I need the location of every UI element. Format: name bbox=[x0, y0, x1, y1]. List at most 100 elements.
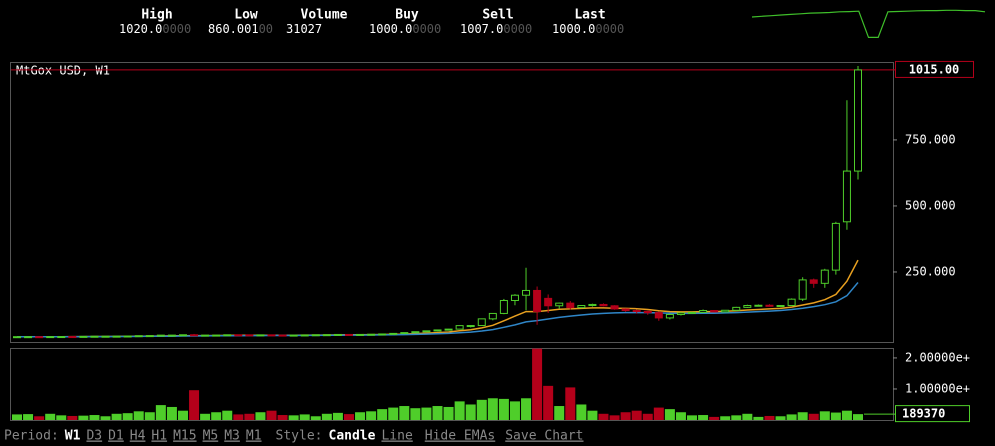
candle-body bbox=[688, 311, 697, 314]
candle-body bbox=[112, 335, 121, 338]
candle-body bbox=[621, 308, 630, 312]
candle-body bbox=[676, 312, 685, 315]
candle-body bbox=[24, 336, 33, 339]
volume-bar bbox=[675, 412, 686, 420]
volume-bar bbox=[487, 398, 498, 420]
stat-label: Last bbox=[574, 8, 605, 23]
volume-bar bbox=[366, 411, 377, 420]
stat-label: Low bbox=[234, 8, 258, 23]
volume-bar bbox=[509, 401, 520, 420]
volume-panel bbox=[10, 348, 894, 421]
volume-bar bbox=[332, 412, 343, 420]
candle-body bbox=[488, 312, 497, 320]
volume-bar bbox=[177, 410, 188, 420]
period-option[interactable]: H1 bbox=[151, 429, 167, 444]
toolbar-action[interactable]: Save Chart bbox=[505, 429, 583, 444]
candle-body bbox=[311, 334, 320, 337]
toolbar-action[interactable]: Hide EMAs bbox=[425, 429, 495, 444]
volume-bar bbox=[133, 411, 144, 420]
volume-bar bbox=[410, 408, 421, 420]
last-volume-box bbox=[895, 405, 970, 423]
candle-body bbox=[378, 333, 387, 336]
volume-bar bbox=[443, 406, 454, 420]
candle-body bbox=[156, 334, 165, 337]
period-option[interactable]: D1 bbox=[108, 429, 124, 444]
volume-bar bbox=[742, 413, 753, 420]
candle-body bbox=[599, 303, 608, 307]
volume-bar bbox=[67, 415, 78, 420]
volume-bar bbox=[89, 415, 100, 420]
candle-body bbox=[212, 334, 221, 337]
volume-bar bbox=[687, 415, 698, 420]
candle-body bbox=[322, 334, 331, 337]
stat-value-main: 1007.0 bbox=[460, 22, 503, 36]
period-option[interactable]: D3 bbox=[86, 429, 102, 444]
volume-bar bbox=[34, 416, 45, 420]
candle-body bbox=[178, 334, 187, 337]
candle-body bbox=[455, 325, 464, 330]
candle-body bbox=[13, 336, 21, 339]
volume-bar bbox=[155, 405, 166, 420]
price-panel bbox=[10, 62, 894, 343]
y-tick-label: 250.000 bbox=[905, 264, 956, 278]
style-option[interactable]: Candle bbox=[329, 429, 376, 444]
style-option[interactable]: Line bbox=[381, 429, 412, 444]
candle-body bbox=[798, 279, 807, 300]
volume-bar bbox=[299, 414, 310, 420]
candle-body bbox=[555, 302, 564, 307]
volume-bar bbox=[664, 409, 675, 420]
volume-bar bbox=[653, 407, 664, 420]
stat-value: 31027 bbox=[286, 22, 322, 36]
period-option[interactable]: W1 bbox=[65, 429, 81, 444]
volume-bar bbox=[343, 414, 354, 420]
volume-bar bbox=[255, 412, 266, 420]
volume-bar bbox=[565, 387, 576, 420]
volume-bar bbox=[830, 412, 841, 420]
volume-bar bbox=[554, 406, 565, 420]
volume-bar bbox=[399, 406, 410, 420]
volume-bar bbox=[377, 409, 388, 420]
volume-bar bbox=[277, 415, 288, 420]
period-option[interactable]: M3 bbox=[224, 429, 240, 444]
volume-bar bbox=[12, 414, 22, 420]
candle-body bbox=[522, 289, 531, 296]
volume-bar bbox=[310, 416, 321, 420]
candle-body bbox=[422, 330, 431, 333]
volume-bar bbox=[200, 413, 211, 420]
candle-body bbox=[533, 289, 542, 313]
candle-body bbox=[665, 313, 674, 319]
candle-body bbox=[499, 299, 508, 314]
candle-body bbox=[699, 310, 708, 313]
period-option[interactable]: M1 bbox=[246, 429, 262, 444]
candle-body bbox=[344, 333, 353, 336]
candle-body bbox=[654, 312, 663, 319]
stat-value-tail: 0000 bbox=[162, 22, 191, 36]
volume-bar bbox=[631, 410, 642, 420]
volume-bar bbox=[23, 414, 34, 420]
candle-body bbox=[831, 222, 840, 271]
volume-bar bbox=[642, 413, 653, 420]
candle-body bbox=[544, 297, 553, 307]
volume-bar bbox=[853, 414, 863, 420]
volume-tick-label: 2.00000e+ bbox=[905, 350, 970, 364]
period-option[interactable]: M5 bbox=[203, 429, 219, 444]
volume-tick-label: 1.00000e+ bbox=[905, 381, 970, 395]
candle-body bbox=[809, 279, 818, 284]
period-option[interactable]: H4 bbox=[130, 429, 146, 444]
last-price-label: 1015.00 bbox=[909, 62, 960, 76]
volume-bar bbox=[166, 406, 177, 420]
volume-bar bbox=[432, 406, 443, 420]
last-volume-label: 189370 bbox=[902, 407, 945, 421]
volume-bar bbox=[620, 412, 631, 420]
candle-body bbox=[721, 309, 730, 313]
stat-value-main: 1000.0 bbox=[369, 22, 412, 36]
candle-body bbox=[776, 305, 785, 308]
volume-bar bbox=[388, 407, 399, 420]
volume-bar bbox=[144, 412, 155, 420]
stat-label: High bbox=[141, 8, 172, 23]
period-option[interactable]: M15 bbox=[173, 429, 196, 444]
candle-body bbox=[643, 310, 652, 314]
candle-body bbox=[389, 332, 398, 335]
candle-body bbox=[101, 335, 110, 338]
